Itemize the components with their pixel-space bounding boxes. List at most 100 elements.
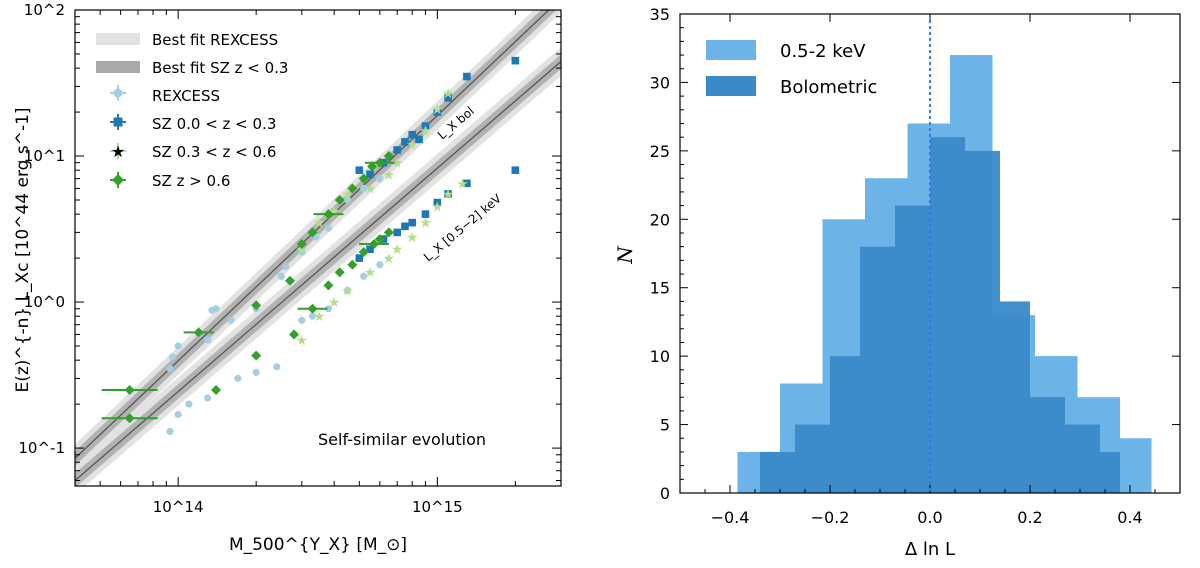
point-star-2-17: ★ xyxy=(391,242,404,258)
svg-text:★: ★ xyxy=(431,102,444,118)
fit-bands xyxy=(75,10,561,486)
point-diamond-3-9 xyxy=(347,183,358,194)
point-circle-0-13 xyxy=(324,224,333,232)
annotation-self-similar: Self-similar evolution xyxy=(318,430,486,449)
point-diamond-3-11 xyxy=(367,161,378,172)
y-tick-label: 5 xyxy=(660,416,670,435)
svg-text:★: ★ xyxy=(442,187,455,203)
point-star-2-11: ★ xyxy=(296,333,309,349)
x-tick-label: 0.4 xyxy=(1117,508,1142,527)
fit-line-soft xyxy=(75,61,561,481)
point-circle-0-0 xyxy=(166,365,174,373)
point-square-1-4 xyxy=(401,138,409,146)
svg-text:★: ★ xyxy=(406,137,419,153)
svg-text:★: ★ xyxy=(111,142,125,161)
point-diamond-3-8 xyxy=(334,194,345,205)
svg-text:★: ★ xyxy=(383,251,396,267)
bar-soft-9 xyxy=(1120,438,1152,493)
legend-label-soft: 0.5-2 keV xyxy=(780,41,866,62)
point-square-1-19 xyxy=(433,198,442,207)
point-circle-0-16 xyxy=(376,175,384,183)
svg-text:★: ★ xyxy=(391,156,404,172)
bar-bol-8 xyxy=(1030,397,1065,493)
y-tick-label: 30 xyxy=(650,73,670,92)
svg-text:★: ★ xyxy=(383,167,396,183)
left-chart: ★★★★ ★★★★★★★★★★★★★★★★★★★ 10^14 10^1510^-11… xyxy=(13,1,562,555)
point-circle-0-7 xyxy=(227,316,235,324)
point-diamond-3-12 xyxy=(364,157,395,168)
y-tick-label: 0 xyxy=(660,484,670,503)
left-ticks: 10^14 10^15 10^-1 10^0 10^1 10^2 xyxy=(18,1,562,516)
point-diamond-3-15 xyxy=(251,350,262,361)
svg-text:★: ★ xyxy=(419,216,432,232)
point-star-2-7: ★ xyxy=(406,137,419,153)
y-tick-label: 10^-1 xyxy=(18,439,65,457)
legend-label-sz-fit: Best fit SZ z < 0.3 xyxy=(152,59,288,77)
point-star-2-9: ★ xyxy=(431,102,444,118)
point-diamond-3-16 xyxy=(289,329,300,340)
point-square-1-13 xyxy=(366,245,374,254)
left-y-axis-label: E(z)^{-n} L_Xc [10^44 erg s^-1] xyxy=(13,107,33,392)
point-square-1-7 xyxy=(421,122,430,131)
point-star-2-5: ★ xyxy=(383,167,396,183)
point-star-2-20: ★ xyxy=(431,200,444,216)
left-frame xyxy=(74,9,562,487)
right-ticks: −0.4 −0.2 0.0 0.2 0.4 0 5 10 15 20 25 30 35 xyxy=(650,5,1181,527)
point-square-1-3 xyxy=(393,146,401,154)
point-circle-0-30 xyxy=(376,261,384,269)
point-star-2-10: ★ xyxy=(442,86,455,102)
point-diamond-3-21 xyxy=(358,247,369,258)
x-tick-label: −0.4 xyxy=(711,508,750,527)
svg-text:★: ★ xyxy=(341,283,354,299)
svg-text:★: ★ xyxy=(442,86,455,102)
point-circle-0-28 xyxy=(343,286,352,295)
point-circle-0-20 xyxy=(204,394,212,402)
legend-swatch-soft xyxy=(706,40,756,60)
x-tick-label: −0.2 xyxy=(811,508,850,527)
right-x-axis-label: Δ ln L xyxy=(905,539,955,560)
point-circle-0-25 xyxy=(298,316,306,324)
point-star-2-4: ★ xyxy=(364,181,377,197)
svg-text:★: ★ xyxy=(364,265,377,281)
legend-marker-sz-high xyxy=(110,172,126,188)
point-circle-0-6 xyxy=(212,305,220,313)
point-square-1-0 xyxy=(355,166,364,174)
y-tick-label: 10^0 xyxy=(24,293,65,311)
point-star-2-1: ★ xyxy=(313,216,326,232)
point-star-2-8: ★ xyxy=(419,123,432,139)
right-y-axis-label: N xyxy=(613,245,637,265)
point-diamond-3-1 xyxy=(101,413,158,424)
point-diamond-3-19 xyxy=(334,267,345,278)
point-square-1-21 xyxy=(463,179,471,188)
point-square-1-18 xyxy=(421,210,430,218)
point-diamond-3-0 xyxy=(101,384,158,395)
svg-text:★: ★ xyxy=(296,242,309,258)
svg-text:★: ★ xyxy=(364,181,377,197)
point-circle-0-15 xyxy=(360,184,368,193)
right-frame xyxy=(679,13,1181,494)
point-circle-0-17 xyxy=(166,427,174,436)
bar-bol-10 xyxy=(1100,451,1120,493)
left-legend: Best fit REXCESS Best fit SZ z < 0.3 REX… xyxy=(96,31,288,190)
point-star-2-21: ★ xyxy=(442,187,455,203)
point-star-2-6: ★ xyxy=(391,156,404,172)
legend-label-sz-mid: SZ 0.3 < z < 0.6 xyxy=(152,143,276,161)
point-diamond-3-5 xyxy=(296,238,307,249)
point-diamond-3-2 xyxy=(183,327,214,338)
point-star-2-15: ★ xyxy=(364,265,377,281)
svg-text:★: ★ xyxy=(313,309,326,325)
point-circle-0-9 xyxy=(277,272,285,280)
svg-text:★: ★ xyxy=(419,123,432,139)
point-circle-0-19 xyxy=(185,400,193,408)
x-tick-label: 0.0 xyxy=(917,508,942,527)
legend-swatch-rexcess-fit xyxy=(96,33,140,45)
bar-bol-4 xyxy=(895,205,930,493)
point-star-2-12: ★ xyxy=(313,309,326,325)
x-tick-label: 10^15 xyxy=(412,498,463,516)
legend-swatch-sz-fit xyxy=(96,61,140,73)
point-circle-0-22 xyxy=(234,374,242,383)
point-circle-0-23 xyxy=(252,368,260,376)
right-chart: −0.4 −0.2 0.0 0.2 0.4 0 5 10 15 20 25 30 35 0.5-2 ke… xyxy=(613,5,1181,560)
legend-marker-rexcess xyxy=(110,85,126,101)
